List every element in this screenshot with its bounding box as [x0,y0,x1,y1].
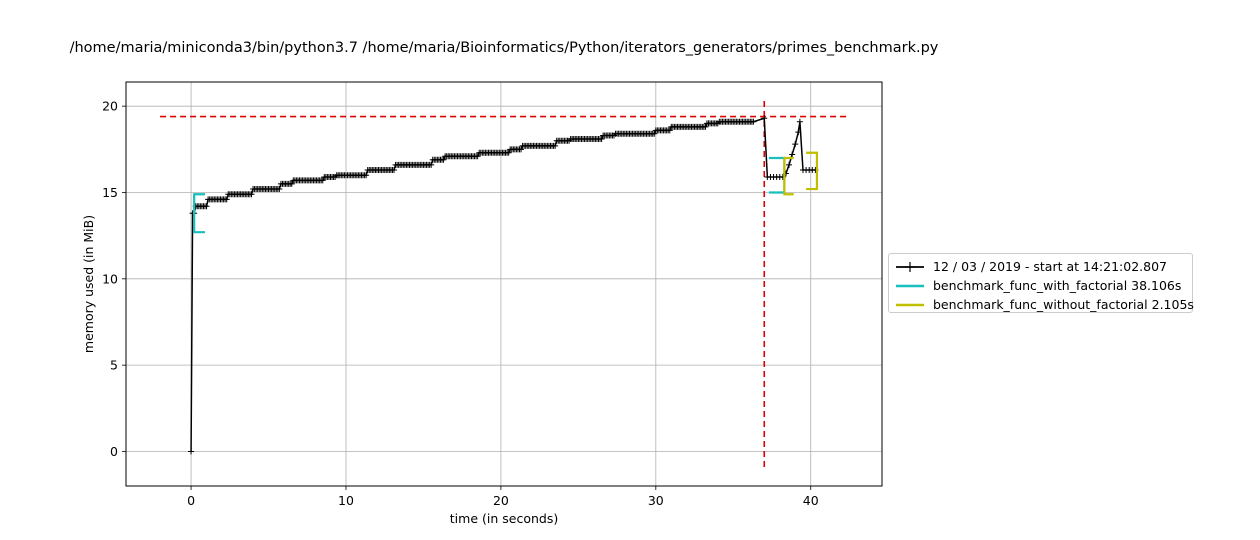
memory-point-373 [789,151,796,158]
y-tick-label-10: 10 [102,271,118,286]
x-axis-label: time (in seconds) [450,511,558,526]
x-tick-label-30: 30 [648,493,664,508]
legend-swatch-without-factorial [896,303,924,306]
memory-point-309 [666,127,673,134]
legend-item-with-factorial: benchmark_func_with_factorial 38.106s [895,276,1186,295]
bracket-start [193,193,206,234]
memory-point-235 [552,142,559,149]
memory-point-374 [792,141,799,148]
memory-point-0 [188,448,195,455]
chart-title: /home/maria/miniconda3/bin/python3.7 /ho… [69,40,939,56]
memory-series-line [190,117,816,452]
memory-point-39 [248,191,255,198]
memory-point-205 [505,149,512,156]
legend: 12 / 03 / 2019 - start at 14:21:02.807 b… [888,253,1194,314]
function-brackets [193,151,819,234]
memory-point-213 [518,146,525,153]
series-layer [188,115,819,455]
axis-ticks: 0 10 20 30 40 0 5 10 15 20 [102,99,819,508]
y-tick-label-5: 5 [110,358,118,373]
memory-series-points [188,115,819,455]
memory-point-364 [761,115,768,122]
memory-point-23 [223,196,230,203]
x-tick-label-40: 40 [803,493,819,508]
legend-item-without-factorial: benchmark_func_without_factorial 2.105s [895,295,1194,314]
legend-label-without-factorial: benchmark_func_without_factorial 2.105s [933,297,1194,312]
y-tick-label-0: 0 [110,444,118,459]
bracket-without-factorial [783,151,819,196]
bracket-with-factorial [193,156,786,234]
memory-point-163 [440,156,447,163]
plot-frame [125,81,883,487]
memory-point-155 [428,161,435,168]
legend-swatch-with-factorial [896,284,924,287]
memory-point-113 [363,172,370,179]
x-tick-label-10: 10 [338,493,354,508]
memory-point-375 [795,129,802,136]
grid [126,82,882,486]
y-axis-label: memory used (in MiB) [81,215,96,353]
legend-label-with-factorial: benchmark_func_with_factorial 38.106s [933,278,1182,293]
peak-markers [160,100,848,468]
y-tick-label-15: 15 [102,185,118,200]
memory-point-363 [750,118,757,125]
memory-point-372 [786,161,793,168]
memory-point-85 [319,177,326,184]
memory-point-376 [796,118,803,125]
memory-point-299 [651,130,658,137]
memory-point-10 [203,203,210,210]
legend-label-memory: 12 / 03 / 2019 - start at 14:21:02.807 [933,259,1167,274]
y-tick-label-20: 20 [102,99,118,114]
memory-point-131 [391,167,398,174]
memory-point-65 [288,180,295,187]
x-tick-label-20: 20 [493,493,509,508]
memory-point-265 [598,135,605,142]
legend-item-memory: 12 / 03 / 2019 - start at 14:21:02.807 [895,257,1186,276]
bracket-end [806,151,819,191]
memory-point-185 [474,153,481,160]
legend-swatch-memory [896,261,924,272]
x-tick-label-0: 0 [187,493,195,508]
memory-point-57 [276,186,283,193]
memory-point-332 [702,123,709,130]
bracket-start [783,156,794,196]
